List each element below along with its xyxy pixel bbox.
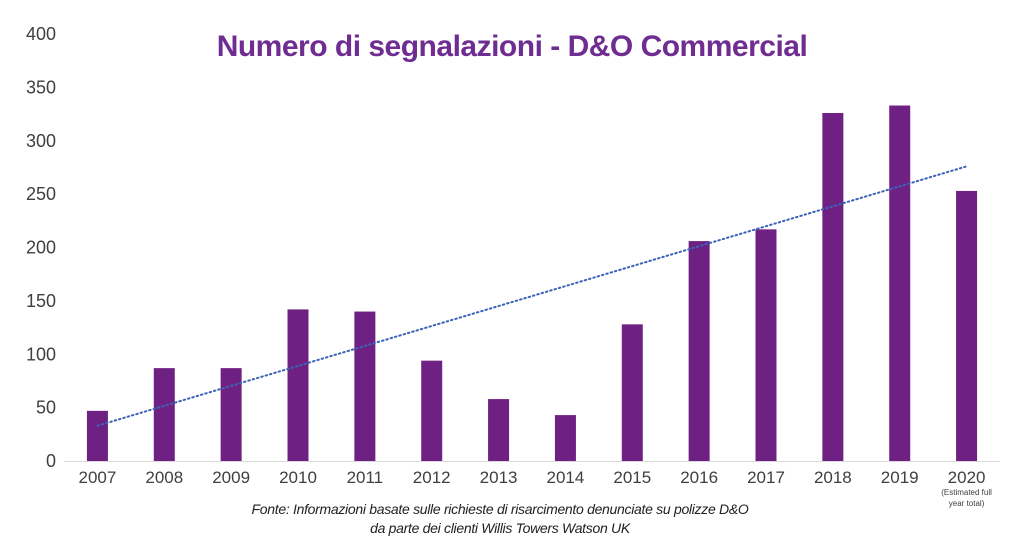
x-tick-label: 2015	[613, 468, 651, 487]
x-tick-note: (Estimated full	[941, 488, 992, 497]
x-tick-label: 2019	[881, 468, 919, 487]
y-tick-label: 100	[26, 344, 56, 364]
x-tick-label: 2008	[145, 468, 183, 487]
bar	[86, 410, 108, 461]
bar	[287, 309, 309, 461]
y-tick-label: 400	[26, 24, 56, 44]
source-line-2: da parte dei clienti Willis Towers Watso…	[370, 520, 630, 536]
x-tick-note: year total)	[949, 499, 985, 508]
y-tick-label: 200	[26, 238, 56, 258]
x-tick-label: 2016	[680, 468, 718, 487]
bar	[488, 399, 510, 461]
x-tick-label: 2013	[480, 468, 518, 487]
source-line-1: Fonte: Informazioni basate sulle richies…	[251, 501, 749, 517]
bar	[688, 241, 710, 461]
x-tick-label: 2011	[347, 468, 384, 487]
trendline	[96, 165, 968, 427]
bar	[354, 311, 376, 461]
x-tick-label: 2007	[79, 468, 117, 487]
bar	[822, 112, 844, 462]
x-tick-label: 2010	[279, 468, 317, 487]
bar	[889, 105, 911, 462]
bar	[421, 360, 443, 461]
source-note: Fonte: Informazioni basate sulle richies…	[190, 500, 810, 538]
y-tick-label: 300	[26, 131, 56, 151]
y-tick-label: 50	[36, 398, 56, 418]
y-tick-label: 150	[26, 291, 56, 311]
chart-title: Numero di segnalazioni - D&O Commercial	[216, 30, 808, 63]
bar	[153, 368, 175, 461]
y-tick-label: 250	[26, 184, 56, 204]
x-tick-label: 2012	[413, 468, 451, 487]
x-tick-label: 2017	[747, 468, 785, 487]
bar	[621, 324, 643, 461]
x-tick-label: 2018	[814, 468, 852, 487]
x-tick-label: 2014	[547, 468, 585, 487]
bar	[220, 368, 242, 461]
x-tick-label: 2020	[948, 468, 986, 487]
bar	[554, 415, 576, 461]
y-tick-label: 0	[46, 451, 56, 471]
bar	[956, 190, 978, 462]
bar	[755, 229, 777, 461]
x-tick-label: 2009	[212, 468, 250, 487]
y-tick-label: 350	[26, 77, 56, 97]
